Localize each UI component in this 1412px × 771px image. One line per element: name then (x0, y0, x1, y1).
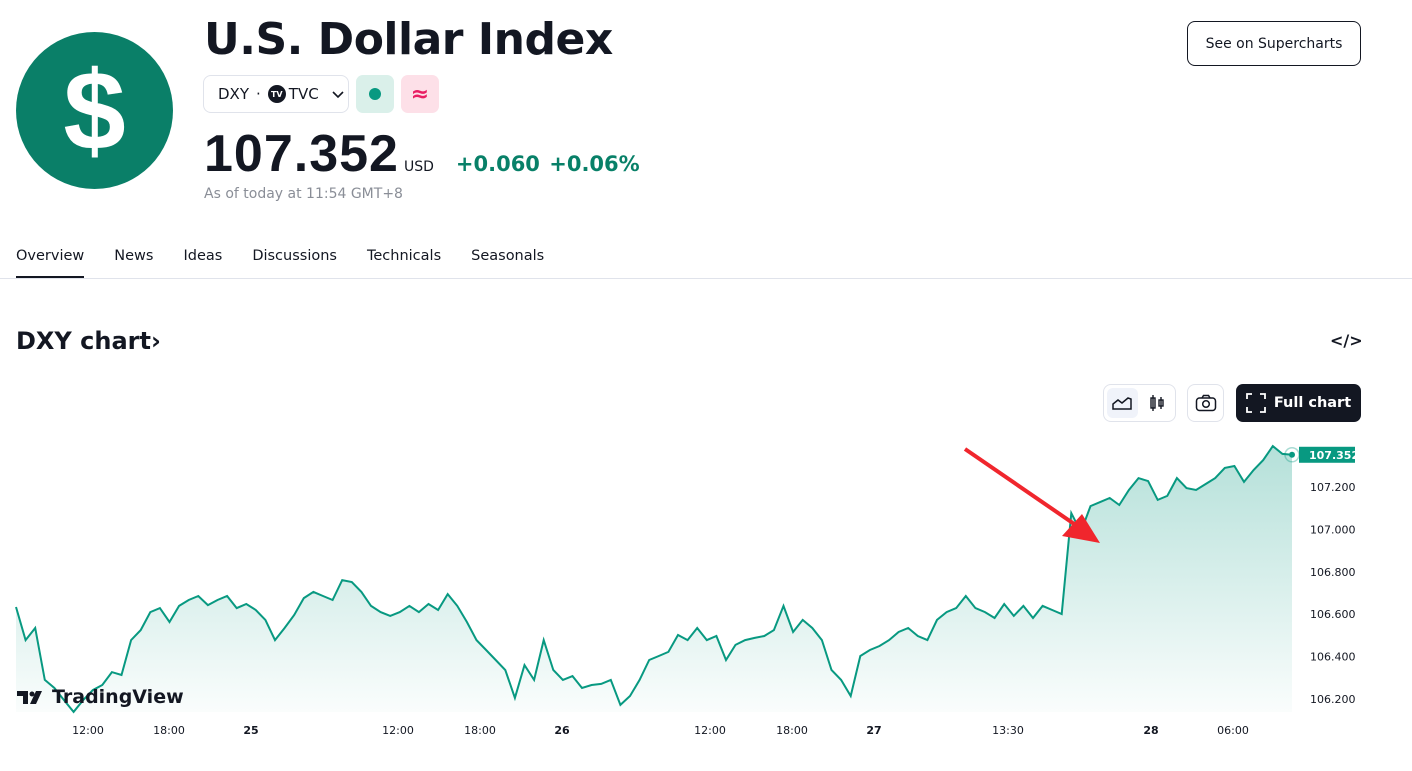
y-axis-tick-label: 107.200 (1310, 481, 1356, 494)
x-axis-tick-label: 18:00 (776, 724, 808, 737)
watermark-text: TradingView (52, 686, 184, 708)
chevron-right-icon: › (150, 327, 161, 355)
price-value: 107.352 (204, 125, 399, 183)
candles-chart-button[interactable] (1142, 388, 1173, 418)
symbol-label: DXY (218, 85, 249, 103)
approx-icon: ≈ (410, 81, 430, 107)
currency-label: USD (403, 159, 434, 175)
x-axis-tick-label: 12:00 (382, 724, 414, 737)
y-axis-tick-label: 106.800 (1310, 566, 1356, 579)
last-price-badge (1299, 446, 1355, 463)
price-chart[interactable]: 107.352 107.200 107.000 106.800 106.600 106.… (0, 430, 1412, 771)
full-chart-label: Full chart (1273, 395, 1352, 411)
price-change: +0.060 +0.06% (456, 152, 640, 176)
area-chart-button[interactable] (1107, 388, 1138, 418)
chart-title: DXY chart (16, 327, 151, 355)
fullscreen-icon (1245, 393, 1266, 413)
exchange-label: TVC (288, 85, 319, 103)
last-price-dot (1289, 451, 1295, 458)
tab-divider (0, 278, 1412, 279)
x-axis-tick-label: 12:00 (694, 724, 726, 737)
x-axis-tick-label: 18:00 (464, 724, 496, 737)
x-axis-tick-label: 06:00 (1217, 724, 1249, 737)
full-chart-button[interactable]: Full chart (1236, 384, 1361, 422)
embed-code-icon[interactable]: </> (1330, 331, 1363, 350)
tradingview-logo-icon (17, 691, 42, 704)
separator-dot: · (256, 85, 261, 103)
tab-technicals[interactable]: Technicals (366, 248, 442, 264)
last-price-label: 107.352 (1309, 449, 1359, 462)
x-axis-tick-label: 28 (1143, 724, 1158, 737)
snapshot-button[interactable] (1187, 384, 1224, 422)
area-chart-icon (1112, 397, 1132, 410)
green-dot-icon (369, 88, 381, 100)
chevron-down-icon (332, 85, 344, 103)
tab-overview[interactable]: Overview (16, 248, 85, 278)
symbol-exchange-selector[interactable]: DXY · TV TVC (203, 75, 349, 113)
dollar-symbol: $ (63, 48, 126, 173)
x-axis-tick-label: 18:00 (153, 724, 185, 737)
x-axis-tick-label: 13:30 (992, 724, 1024, 737)
x-axis-tick-label: 26 (554, 724, 570, 737)
market-open-status-button[interactable] (356, 75, 394, 113)
change-value: +0.060 (455, 152, 540, 176)
delayed-data-button[interactable]: ≈ (401, 75, 439, 113)
y-axis-tick-label: 106.200 (1310, 693, 1356, 706)
dollar-logo: $ (16, 32, 173, 189)
tradingview-exchange-icon: TV (267, 85, 286, 103)
price-area-fill (16, 446, 1292, 712)
annotation-arrow (963, 447, 1100, 543)
tab-seasonals[interactable]: Seasonals (471, 248, 545, 264)
tab-discussions[interactable]: Discussions (252, 248, 337, 264)
tradingview-watermark: TradingView (17, 686, 184, 708)
y-axis-tick-label: 106.400 (1310, 651, 1356, 664)
tab-bar: Overview News Ideas Discussions Technica… (16, 248, 574, 278)
y-axis-tick-label: 106.600 (1310, 608, 1356, 621)
page-title: U.S. Dollar Index (204, 14, 613, 65)
x-axis-tick-label: 12:00 (72, 724, 104, 737)
y-axis-tick-label: 107.000 (1310, 523, 1356, 536)
tab-ideas[interactable]: Ideas (183, 248, 223, 264)
timestamp: As of today at 11:54 GMT+8 (204, 186, 403, 202)
x-axis-tick-label: 25 (243, 724, 258, 737)
chart-style-toggle (1103, 384, 1176, 422)
candlestick-icon (1150, 395, 1164, 411)
change-percent: +0.06% (549, 152, 640, 176)
see-on-supercharts-button[interactable]: See on Supercharts (1187, 21, 1361, 66)
camera-icon (1195, 394, 1216, 412)
chart-title-link[interactable]: DXY chart› (16, 327, 161, 355)
tab-news[interactable]: News (114, 248, 154, 264)
x-axis-tick-label: 27 (866, 724, 881, 737)
price-row: 107.352 USD +0.060 +0.06% (204, 124, 640, 184)
